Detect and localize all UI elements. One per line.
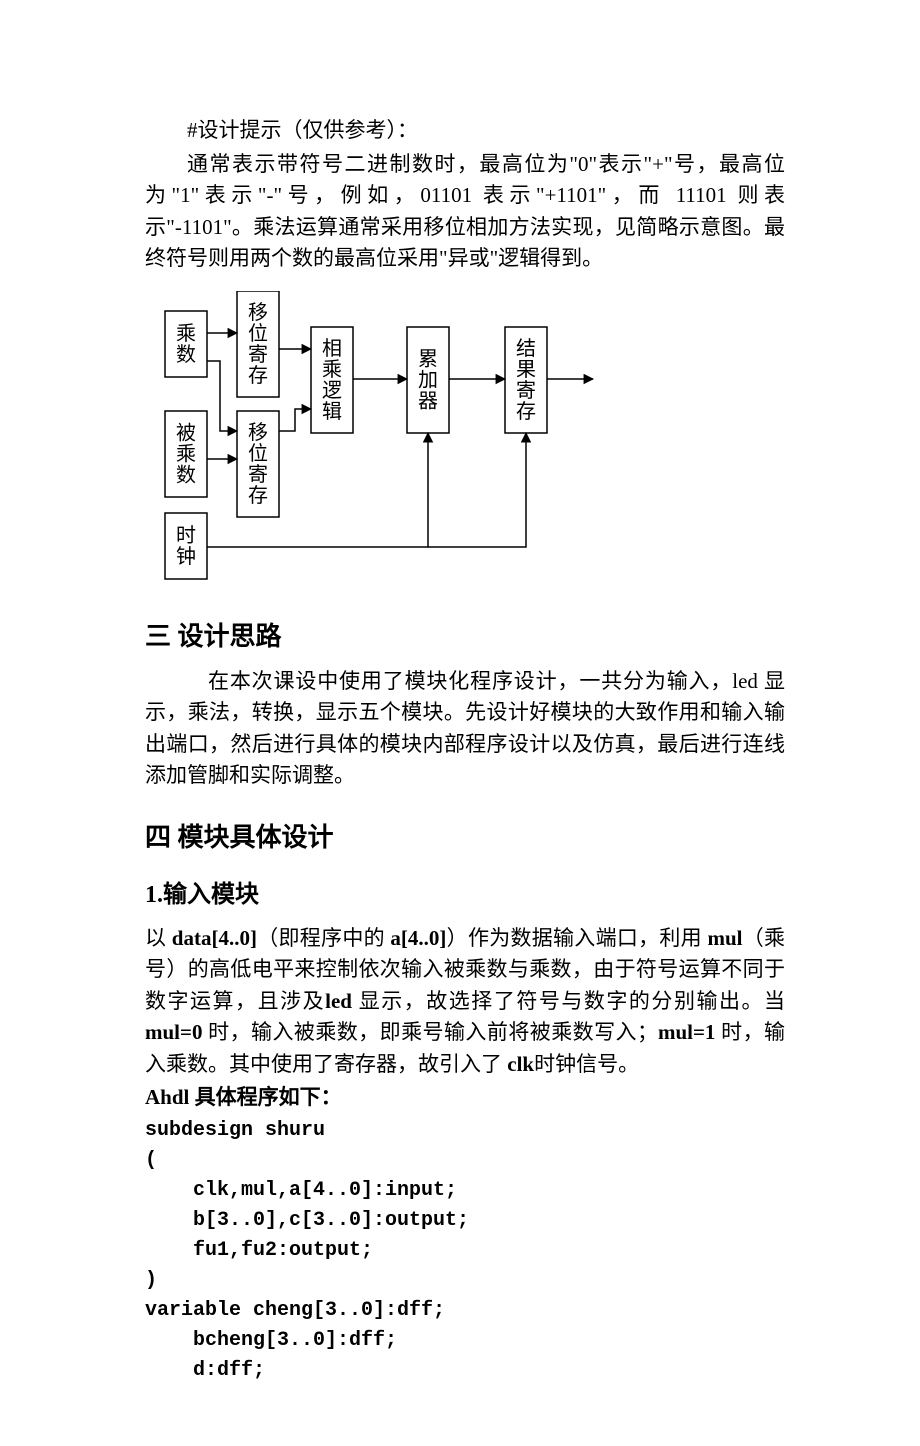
svg-text:加: 加 [418, 368, 438, 391]
svg-text:累: 累 [418, 348, 438, 370]
svg-text:移: 移 [248, 301, 268, 324]
edge-clock-result [428, 433, 526, 547]
svg-text:寄: 寄 [516, 379, 536, 402]
svg-text:被: 被 [176, 421, 196, 444]
svg-text:乘: 乘 [322, 358, 342, 381]
svg-text:辑: 辑 [322, 400, 342, 423]
svg-text:数: 数 [176, 343, 196, 366]
svg-text:存: 存 [248, 364, 268, 387]
node-multiplicand: 被乘数 [165, 411, 207, 497]
intro-paragraph: 通常表示带符号二进制数时，最高位为"0"表示"+"号，最高位为"1"表示"-"号… [145, 149, 785, 275]
svg-text:位: 位 [248, 322, 268, 345]
svg-text:相: 相 [322, 337, 342, 360]
node-acc: 累加器 [407, 327, 449, 433]
svg-text:乘: 乘 [176, 322, 196, 345]
svg-text:逻: 逻 [322, 379, 342, 402]
page: #设计提示（仅供参考）： 通常表示带符号二进制数时，最高位为"0"表示"+"号，… [0, 0, 920, 1446]
block-diagram: 乘数被乘数时钟移位寄存移位寄存相乘逻辑累加器结果寄存 [145, 291, 785, 591]
edge-shift2-mul_logic [279, 409, 311, 431]
node-result: 结果寄存 [505, 327, 547, 433]
svg-text:寄: 寄 [248, 343, 268, 366]
svg-text:果: 果 [516, 359, 536, 381]
section-3-body: 在本次课设中使用了模块化程序设计，一共分为输入，led 显示，乘法，转换，显示五… [145, 666, 785, 792]
svg-text:时: 时 [176, 524, 196, 547]
section-4-title: 四 模块具体设计 [145, 818, 785, 857]
node-mul_logic: 相乘逻辑 [311, 327, 353, 433]
section-3-title: 三 设计思路 [145, 617, 785, 656]
svg-text:位: 位 [248, 442, 268, 465]
svg-text:钟: 钟 [176, 545, 196, 568]
section-4-1-body: 以 data[4..0]（即程序中的 a[4..0]）作为数据输入端口，利用 m… [145, 923, 785, 1081]
svg-text:存: 存 [516, 400, 536, 423]
code-intro: Ahdl 具体程序如下： [145, 1082, 785, 1114]
ahdl-code: subdesign shuru ( clk,mul,a[4..0]:input;… [145, 1116, 785, 1386]
svg-text:数: 数 [176, 463, 196, 486]
node-shift2: 移位寄存 [237, 411, 279, 517]
hint-title: #设计提示（仅供参考）： [145, 115, 785, 147]
svg-text:移: 移 [248, 421, 268, 444]
section-4-1-title: 1.输入模块 [145, 877, 785, 913]
svg-text:乘: 乘 [176, 442, 196, 465]
node-shift1: 移位寄存 [237, 291, 279, 397]
svg-text:结: 结 [516, 337, 536, 360]
node-clock: 时钟 [165, 513, 207, 579]
edge-multiplier-shift2 [207, 361, 237, 431]
svg-text:存: 存 [248, 484, 268, 507]
edge-clock-acc [207, 433, 428, 547]
node-multiplier: 乘数 [165, 311, 207, 377]
svg-text:器: 器 [418, 390, 438, 412]
svg-text:寄: 寄 [248, 463, 268, 486]
